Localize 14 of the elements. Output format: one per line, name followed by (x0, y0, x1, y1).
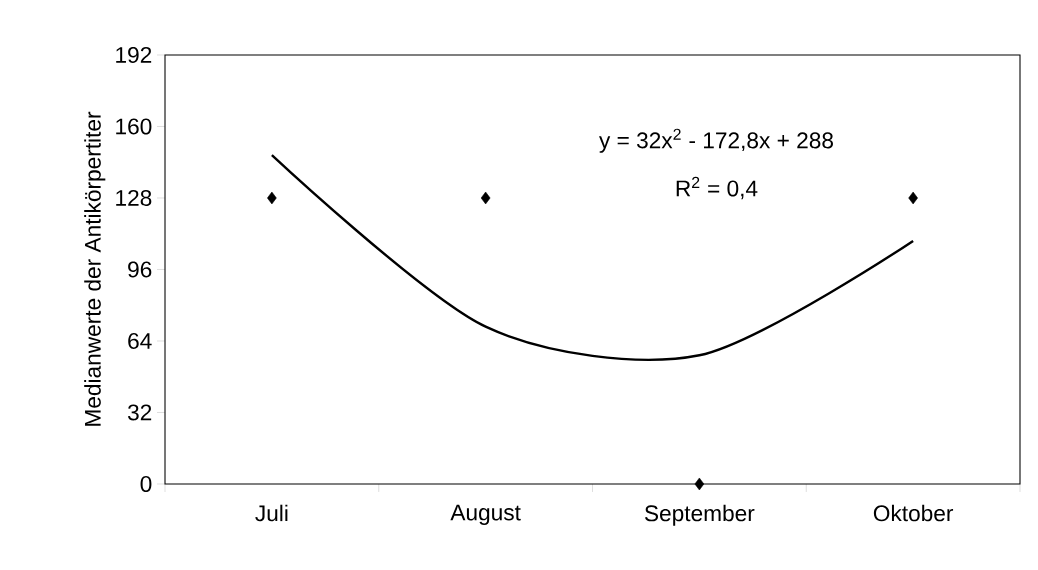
x-tick-label: September (644, 504, 755, 526)
y-axis-title: Medianwerte der Antikörpertiter (84, 111, 106, 426)
y-tick-label: 96 (128, 261, 152, 278)
x-tick-label: August (450, 504, 521, 525)
y-tick-label: 32 (127, 404, 152, 421)
y-tick-label: 64 (128, 332, 152, 350)
annotation: R$^{2}$ = 0,4 (676, 176, 758, 200)
x-tick-label: Juli (255, 504, 288, 522)
y-tick-label: 160 (116, 118, 152, 135)
annotation: y = 32x$^{2}$ - 172,8x + 288 (599, 128, 833, 153)
y-tick-label: 0 (140, 475, 152, 493)
y-tick-label: 128 (116, 189, 152, 207)
x-tick-label: Oktober (873, 504, 954, 522)
y-tick-label: 192 (116, 46, 152, 64)
